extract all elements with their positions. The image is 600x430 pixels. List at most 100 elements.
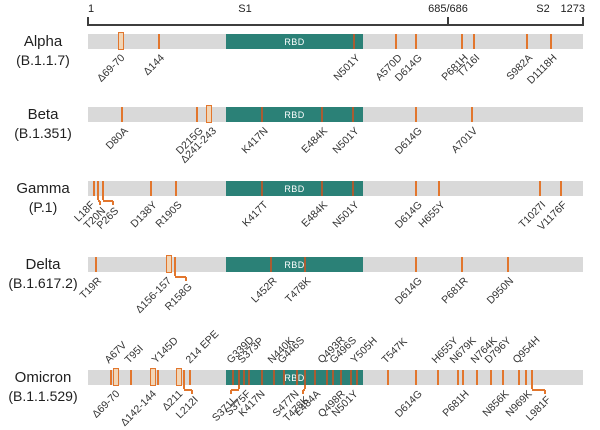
leader-line xyxy=(532,389,545,391)
rbd-label: RBD xyxy=(284,372,305,383)
mutation-tick xyxy=(130,370,132,385)
leader-line xyxy=(302,390,304,394)
mutation-tick xyxy=(437,370,439,385)
mutation-tick xyxy=(102,181,104,196)
mutation-tick xyxy=(95,257,97,272)
ruler-line xyxy=(88,24,583,26)
mutation-tick xyxy=(461,34,463,49)
ruler-label: S2 xyxy=(536,3,550,15)
mutation-label: D614G xyxy=(392,388,425,421)
mutation-tick xyxy=(457,370,459,385)
deletion-box xyxy=(175,368,182,386)
leader-line xyxy=(98,200,100,202)
mutation-tick xyxy=(415,34,417,49)
mutation-tick xyxy=(261,370,263,385)
ruler-tick xyxy=(87,17,89,26)
mutation-tick xyxy=(356,370,358,385)
rbd-label: RBD xyxy=(284,183,305,194)
mutation-tick xyxy=(189,370,191,385)
mutation-label: 214 EPE xyxy=(183,328,222,366)
mutation-tick xyxy=(157,370,159,385)
leader-line xyxy=(304,385,306,389)
mutation-label: A67V xyxy=(102,339,130,366)
mutation-tick xyxy=(353,34,355,49)
variant-lineage: (B.1.351) xyxy=(14,125,72,141)
mutation-tick xyxy=(304,257,306,272)
mutation-tick xyxy=(158,34,160,49)
mutation-tick xyxy=(490,370,492,385)
rbd-box: RBD xyxy=(226,257,363,272)
mutation-tick xyxy=(296,370,298,385)
mutation-tick xyxy=(352,107,354,122)
ruler-label: 685/686 xyxy=(428,3,468,15)
variant-name: Alpha xyxy=(23,33,63,50)
leader-line xyxy=(238,385,240,389)
leader-line xyxy=(99,201,101,205)
mutation-tick xyxy=(174,257,176,272)
mutation-tick xyxy=(238,370,240,385)
ruler-label: 1273 xyxy=(560,3,585,15)
mutation-label: P681H xyxy=(440,388,472,420)
mutation-tick xyxy=(332,370,334,385)
leader-line xyxy=(185,277,187,281)
leader-line xyxy=(544,390,546,394)
mutation-tick xyxy=(121,107,123,122)
mutation-tick xyxy=(415,181,417,196)
mutation-tick xyxy=(93,181,95,196)
mutation-tick xyxy=(150,181,152,196)
mutation-label: Δ142-144 xyxy=(118,388,160,429)
mutation-tick xyxy=(462,370,464,385)
mutation-tick xyxy=(304,370,306,385)
mutation-tick xyxy=(525,370,527,385)
mutation-tick xyxy=(243,370,245,385)
leader-line xyxy=(97,196,99,200)
variant-name: Gamma xyxy=(16,180,70,197)
ruler-tick xyxy=(582,17,584,26)
ruler-label: S1 xyxy=(238,3,252,15)
variant-lineage: (P.1) xyxy=(28,199,58,215)
variant-lineage: (B.1.1.529) xyxy=(8,388,78,404)
leader-line xyxy=(183,385,185,389)
rbd-label: RBD xyxy=(284,259,305,270)
mutation-tick xyxy=(283,370,285,385)
deletion-box xyxy=(112,368,119,386)
mutation-tick xyxy=(110,370,112,385)
leader-line xyxy=(531,385,533,389)
variant-name-block: Gamma (P.1) xyxy=(0,179,86,217)
mutation-tick xyxy=(321,181,323,196)
variant-name-block: Alpha (B.1.1.7) xyxy=(0,32,86,70)
mutation-tick xyxy=(248,370,250,385)
mutation-label: Q954H xyxy=(510,333,543,366)
mutation-tick xyxy=(518,370,520,385)
rbd-label: RBD xyxy=(284,36,305,47)
rbd-box: RBD xyxy=(226,370,363,385)
ruler-tick xyxy=(447,17,449,26)
mutation-tick xyxy=(273,370,275,385)
mutation-label: Δ69-70 xyxy=(90,388,123,421)
mutation-tick xyxy=(387,370,389,385)
mutation-tick xyxy=(261,107,263,122)
mutation-tick xyxy=(560,181,562,196)
mutation-tick xyxy=(183,370,185,385)
variant-name: Beta xyxy=(27,106,59,123)
rbd-box: RBD xyxy=(226,181,363,196)
variant-name: Omicron xyxy=(14,369,72,386)
leader-line xyxy=(303,389,305,391)
mutation-tick xyxy=(476,370,478,385)
mutation-tick xyxy=(415,107,417,122)
mutation-tick xyxy=(314,370,316,385)
ruler-label: 1 xyxy=(88,3,95,15)
mutation-tick xyxy=(321,107,323,122)
leader-line xyxy=(184,389,192,391)
rbd-box: RBD xyxy=(226,34,363,49)
variant-name: Delta xyxy=(25,256,61,273)
leader-line xyxy=(112,201,114,205)
rbd-label: RBD xyxy=(284,109,305,120)
mutation-tick xyxy=(502,370,504,385)
mutation-tick xyxy=(175,181,177,196)
mutation-tick xyxy=(539,181,541,196)
leader-line xyxy=(231,389,239,391)
